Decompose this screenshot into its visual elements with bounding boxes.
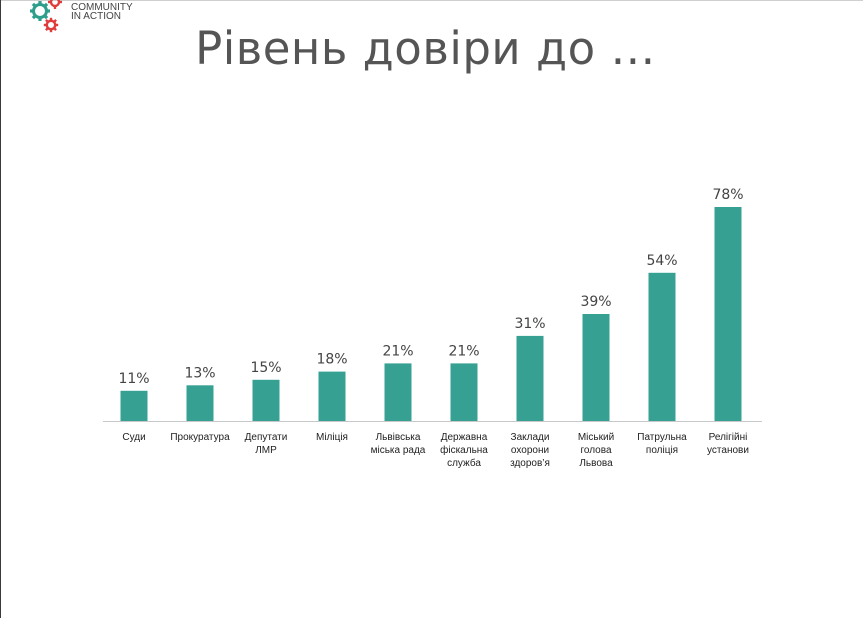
category-label-line: Заклади <box>511 432 550 443</box>
category-label-line: Суди <box>122 432 145 443</box>
bar-value-label-6: 21% <box>448 343 479 359</box>
category-label-line: міська рада <box>371 445 426 456</box>
category-label-line: установи <box>707 445 749 456</box>
category-label-5: Львівська міська рада <box>371 432 426 456</box>
category-label-1: Суди <box>122 432 145 443</box>
bar-9 <box>648 272 676 421</box>
logo-text-line1: COMMUNITY <box>71 2 133 13</box>
category-label-line: служба <box>447 457 481 469</box>
category-label-line: Патрульна <box>637 432 687 443</box>
bar-3 <box>252 379 280 421</box>
bar-value-label-9: 54% <box>646 253 677 269</box>
category-label-line: Релігійні <box>709 432 748 443</box>
category-label-line: здоров’я <box>510 458 550 469</box>
category-label-line: Державна <box>441 432 488 443</box>
bar-1 <box>120 390 148 421</box>
category-label-2: Прокуратура <box>170 432 230 443</box>
category-label-line: Міліція <box>316 432 348 443</box>
category-label-10: Релігійні установи <box>707 432 749 456</box>
bar-2 <box>186 385 214 421</box>
bar-value-label-4: 18% <box>316 352 347 368</box>
category-label-line: ЛМР <box>255 445 277 456</box>
page-title-text: Рівень довіри до … <box>195 22 656 75</box>
bar-value-label-10: 78% <box>712 187 743 203</box>
category-label-4: Міліція <box>316 432 348 443</box>
category-label-line: Львівська <box>376 432 421 443</box>
category-label-6: Державна фіскальна служба <box>440 432 488 469</box>
bar-7 <box>516 335 544 421</box>
bar-10 <box>714 207 742 421</box>
community-in-action-logo: COMMUNITY IN ACTION <box>28 0 138 34</box>
page-title: Рівень довіри до … <box>0 22 863 75</box>
category-label-3: Депутати ЛМР <box>245 432 288 456</box>
bar-value-label-1: 11% <box>118 371 149 387</box>
bar-6 <box>450 363 478 421</box>
category-label-line: Прокуратура <box>170 432 230 443</box>
value-labels-group: 11% 13% 15% 18% 21% 21% 31% 39% 54% 78% <box>118 187 743 387</box>
category-labels-group: Суди Прокуратура Депутати ЛМР Міліція Львівсь… <box>122 432 749 469</box>
bar-4 <box>318 371 346 421</box>
category-label-8: Міський голова Львова <box>578 432 614 469</box>
category-label-line: голова <box>580 445 611 456</box>
slide-top-border <box>0 0 863 1</box>
category-label-line: Львова <box>579 458 613 469</box>
category-label-7: Заклади охорони здоров’я <box>510 432 550 469</box>
category-label-line: фіскальна <box>440 444 488 456</box>
bar-value-label-7: 31% <box>514 316 545 332</box>
bar-8 <box>582 314 610 421</box>
category-label-9: Патрульна поліція <box>637 432 687 456</box>
category-label-line: поліція <box>646 445 678 456</box>
bar-5 <box>384 363 412 421</box>
bar-value-label-8: 39% <box>580 294 611 310</box>
gears-logo-icon <box>30 0 62 33</box>
bar-value-label-3: 15% <box>250 360 281 376</box>
bars-group <box>120 207 742 421</box>
category-label-line: охорони <box>511 445 549 456</box>
bar-value-label-5: 21% <box>382 343 413 359</box>
bar-value-label-2: 13% <box>184 365 215 381</box>
logo-text-line2: IN ACTION <box>71 11 122 22</box>
category-label-line: Депутати <box>245 432 288 443</box>
category-label-line: Міський <box>578 432 614 443</box>
slide-left-border <box>0 0 1 618</box>
